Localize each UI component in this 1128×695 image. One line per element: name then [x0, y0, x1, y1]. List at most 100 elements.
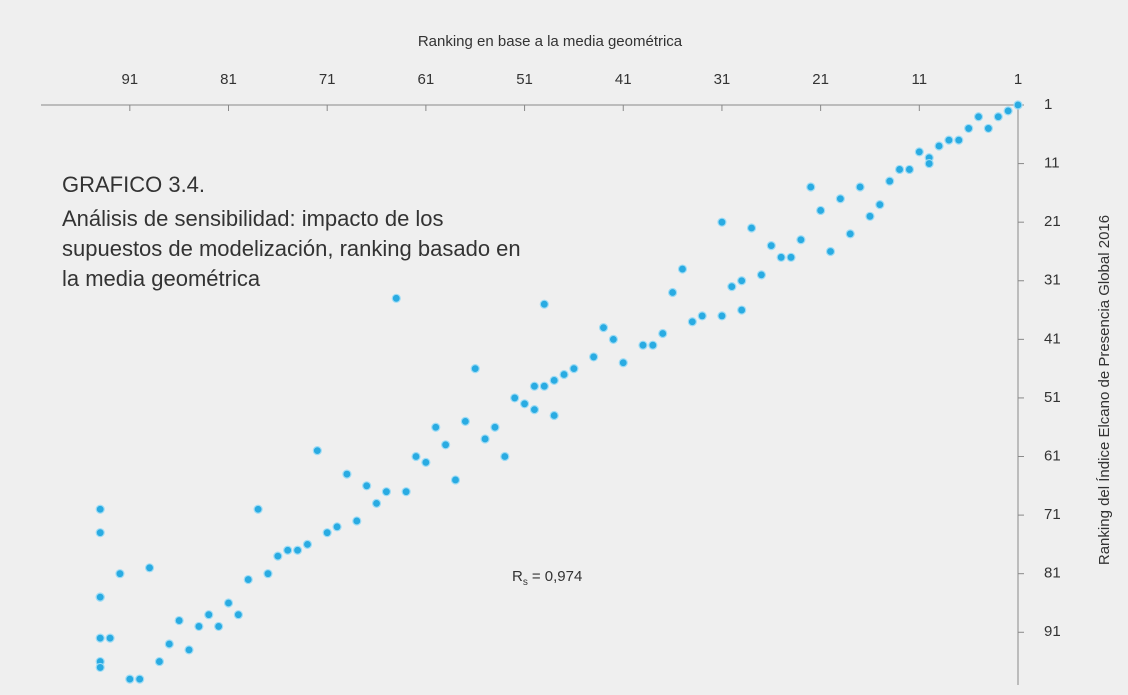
point — [559, 369, 569, 380]
point — [904, 164, 915, 175]
point — [786, 252, 796, 262]
x-tick-label: 1 — [1014, 71, 1022, 88]
point — [914, 147, 924, 157]
point — [944, 135, 954, 145]
point — [381, 487, 392, 497]
point — [194, 621, 204, 632]
point — [687, 317, 697, 327]
annotation-symbol: R — [512, 568, 523, 585]
point — [756, 270, 767, 280]
point — [648, 340, 658, 350]
point — [283, 545, 293, 555]
y-tick-label: 91 — [1044, 623, 1061, 640]
point — [421, 457, 431, 467]
point — [677, 264, 688, 274]
point — [460, 416, 470, 426]
point — [441, 440, 451, 450]
point — [894, 164, 905, 175]
point — [529, 381, 540, 391]
point — [638, 340, 648, 350]
point — [135, 674, 145, 684]
point — [598, 323, 609, 333]
y-tick-label: 61 — [1044, 447, 1061, 464]
point — [737, 305, 747, 315]
point — [233, 610, 243, 620]
point — [717, 217, 727, 227]
point — [144, 563, 155, 573]
point — [608, 334, 618, 344]
point — [95, 528, 105, 538]
point — [796, 235, 806, 245]
point — [993, 112, 1003, 122]
point — [776, 252, 786, 262]
y-tick-label: 11 — [1044, 155, 1060, 172]
point — [964, 123, 974, 134]
y-tick-label: 71 — [1044, 506, 1061, 523]
point — [549, 410, 559, 421]
y-axis-label: Ranking del Índice Elcano de Presencia G… — [1096, 215, 1113, 565]
point — [223, 598, 234, 608]
point — [214, 621, 224, 632]
point — [875, 199, 885, 210]
point — [95, 633, 105, 643]
point — [253, 504, 263, 514]
point — [589, 352, 599, 362]
point — [825, 246, 836, 257]
point — [312, 446, 322, 456]
x-tick-label: 21 — [812, 71, 829, 88]
point — [480, 434, 490, 444]
point — [806, 182, 816, 192]
point — [352, 516, 362, 526]
point — [292, 545, 303, 555]
point — [1013, 100, 1023, 110]
x-tick-label: 71 — [319, 71, 336, 88]
y-tick-label: 51 — [1044, 389, 1061, 406]
point — [746, 223, 757, 233]
point — [371, 498, 382, 508]
x-tick-label: 61 — [418, 71, 435, 88]
subtitle-line: supuestos de modelización, ranking basad… — [62, 236, 521, 261]
point — [450, 475, 461, 485]
point — [105, 633, 115, 643]
annotation: Rs = 0,974 — [512, 568, 582, 588]
point — [569, 364, 579, 374]
point — [204, 610, 214, 620]
point — [983, 123, 993, 134]
point — [302, 539, 313, 549]
point — [658, 328, 668, 339]
point — [529, 405, 540, 415]
point — [865, 211, 875, 221]
point — [500, 451, 510, 462]
point — [697, 311, 707, 321]
point — [855, 182, 865, 192]
point — [845, 229, 855, 239]
y-tick-label: 1 — [1044, 96, 1052, 113]
point — [737, 276, 747, 286]
point — [717, 311, 727, 321]
y-tick-label: 81 — [1044, 565, 1061, 582]
point — [95, 662, 105, 673]
point — [816, 205, 826, 216]
y-tick-label: 21 — [1044, 213, 1061, 230]
subtitle-line: Análisis de sensibilidad: impacto de los — [62, 206, 444, 231]
point — [1003, 106, 1013, 116]
point — [184, 645, 194, 655]
point — [667, 287, 678, 298]
y-tick-label: 31 — [1044, 272, 1061, 289]
x-tick-label: 51 — [516, 71, 533, 88]
point — [342, 469, 352, 479]
point — [174, 615, 184, 626]
point — [973, 112, 984, 122]
point — [934, 141, 944, 151]
point — [835, 194, 845, 204]
x-tick-label: 41 — [615, 71, 632, 88]
point — [766, 241, 776, 251]
y-tick-label: 41 — [1044, 330, 1061, 347]
point — [362, 481, 372, 491]
x-axis-label: Ranking en base a la media geométrica — [418, 33, 683, 50]
point — [885, 176, 895, 186]
point — [510, 393, 520, 403]
x-tick-label: 81 — [220, 71, 237, 88]
point — [401, 487, 411, 497]
